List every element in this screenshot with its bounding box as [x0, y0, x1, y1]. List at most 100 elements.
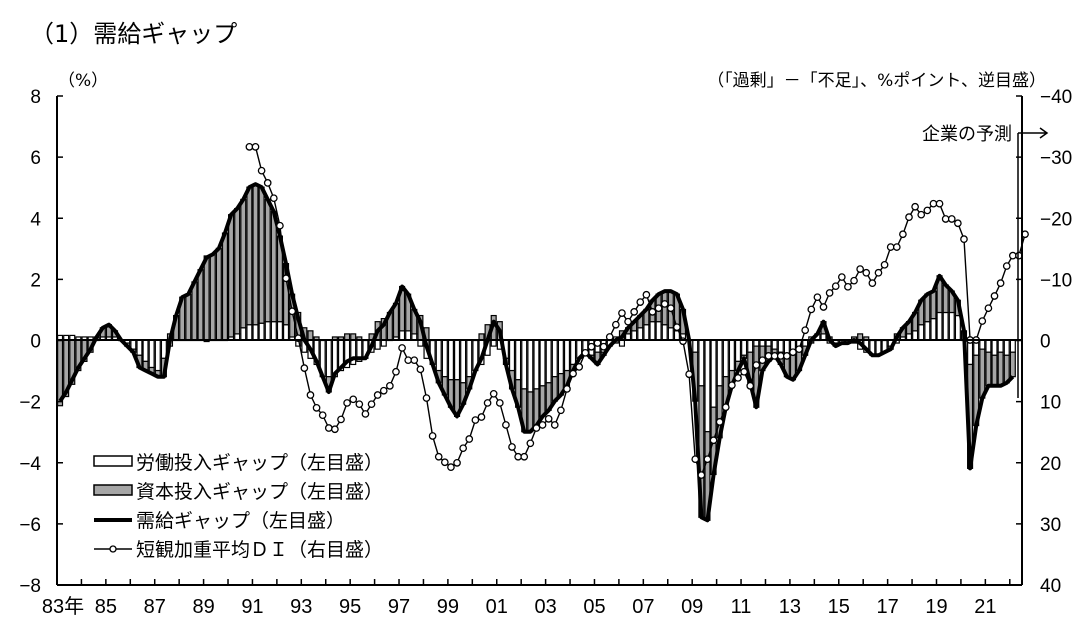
- labor-gap-bar: [716, 339, 723, 387]
- tankan-di-point: [990, 292, 999, 300]
- tankan-di-point: [306, 391, 315, 399]
- tankan-di-point: [324, 424, 333, 432]
- tankan-di-point: [978, 317, 987, 325]
- x-tick-label: 97: [388, 596, 410, 618]
- right-tick-label: −40: [1040, 87, 1072, 108]
- x-tick-label: 17: [877, 596, 899, 618]
- labor-gap-bar: [667, 327, 674, 341]
- left-tick-label: −6: [19, 515, 41, 536]
- tankan-di-point: [899, 230, 907, 239]
- capital-gap-bar: [1009, 351, 1016, 378]
- left-tick-label: 2: [30, 270, 41, 291]
- labor-gap-bar: [979, 339, 986, 350]
- legend-swatch-capital: [93, 484, 133, 496]
- labor-gap-bar: [276, 321, 283, 341]
- labor-gap-bar: [692, 339, 699, 353]
- tankan-di-point: [789, 348, 797, 357]
- tankan-di-point: [721, 403, 730, 412]
- capital-gap-bar: [209, 253, 216, 341]
- tankan-di-point: [917, 210, 926, 219]
- legend-label: 資本投入ギャップ（左目盛）: [136, 481, 383, 503]
- tankan-di-point: [355, 400, 364, 409]
- chart-title: （1）需給ギャップ: [30, 20, 238, 48]
- tankan-di-point: [1008, 251, 1017, 260]
- labor-gap-bar: [252, 324, 259, 341]
- labor-gap-bar: [405, 330, 412, 341]
- tankan-di-point: [538, 421, 547, 429]
- tankan-di-point: [850, 276, 858, 285]
- capital-gap-bar: [185, 293, 192, 341]
- right-tick-label: −10: [1040, 270, 1072, 291]
- capital-gap-bar: [307, 330, 314, 341]
- tankan-di-point: [844, 282, 852, 291]
- tankan-di-point: [746, 381, 755, 390]
- labor-gap-bar: [240, 327, 247, 341]
- tankan-di-point: [636, 298, 645, 306]
- left-tick-label: 8: [30, 87, 41, 108]
- tankan-di-point: [440, 458, 449, 467]
- labor-gap-bar: [924, 321, 931, 341]
- tankan-di-point: [856, 265, 864, 273]
- x-tick-label: 03: [534, 596, 556, 618]
- labor-gap-bar: [264, 321, 271, 341]
- labor-gap-bar: [142, 339, 149, 362]
- tankan-di-point: [929, 199, 938, 208]
- labor-gap-bar: [655, 321, 662, 341]
- tankan-di-point: [404, 356, 413, 365]
- labor-gap-bar: [282, 324, 290, 341]
- tankan-di-point: [392, 367, 400, 376]
- tankan-di-point: [263, 179, 272, 187]
- labor-gap-bar: [991, 339, 998, 356]
- tankan-di-point: [495, 399, 504, 407]
- labor-gap-bar: [435, 339, 442, 372]
- tankan-di-point: [331, 425, 339, 434]
- legend-swatch-di-marker: [109, 545, 117, 553]
- labor-gap-bar: [734, 339, 742, 362]
- labor-gap-bar: [930, 318, 937, 341]
- labor-gap-bar: [270, 321, 277, 341]
- tankan-di-point: [532, 424, 541, 432]
- legend-swatch-labor: [93, 455, 133, 467]
- left-tick-label: 0: [30, 332, 41, 353]
- tankan-di-point: [960, 235, 968, 243]
- tankan-di-point: [288, 307, 296, 316]
- tankan-di-point: [477, 413, 486, 421]
- x-tick-label: 93: [290, 596, 312, 618]
- right-tick-label: 40: [1040, 576, 1061, 597]
- tankan-di-point: [752, 361, 761, 369]
- tankan-di-point: [453, 459, 461, 467]
- tankan-di-point: [276, 221, 284, 230]
- tankan-di-point: [379, 386, 388, 395]
- tankan-di-point: [416, 365, 425, 374]
- tankan-di-point: [996, 279, 1005, 288]
- tankan-di-point: [660, 300, 669, 308]
- labor-gap-bar: [704, 339, 711, 433]
- x-tick-label: 05: [583, 596, 605, 618]
- labor-gap-bar: [912, 330, 919, 341]
- labor-gap-bar: [747, 339, 754, 353]
- tankan-di-point: [666, 304, 675, 313]
- right-tick-label: 10: [1040, 393, 1061, 414]
- labor-gap-bar: [399, 330, 406, 341]
- tankan-di-point: [349, 395, 358, 404]
- tankan-di-point: [618, 309, 626, 317]
- labor-gap-bar: [563, 339, 571, 372]
- tankan-di-point: [673, 323, 681, 332]
- labor-gap-bar: [918, 324, 925, 341]
- tankan-di-point: [880, 260, 889, 269]
- tankan-di-point: [648, 308, 657, 316]
- tankan-di-point: [825, 289, 834, 297]
- tankan-di-point: [630, 308, 639, 316]
- tankan-di-point: [569, 369, 577, 378]
- tankan-di-point: [813, 293, 822, 302]
- tankan-di-point: [703, 455, 712, 464]
- right-tick-label: 0: [1040, 332, 1051, 353]
- tankan-di-point: [386, 381, 394, 390]
- labor-gap-bar: [508, 339, 516, 372]
- tankan-di-point: [709, 436, 718, 445]
- tankan-di-point: [905, 213, 913, 221]
- tankan-di-point: [691, 455, 700, 464]
- tankan-di-point: [581, 348, 590, 357]
- tankan-di-point: [954, 219, 962, 228]
